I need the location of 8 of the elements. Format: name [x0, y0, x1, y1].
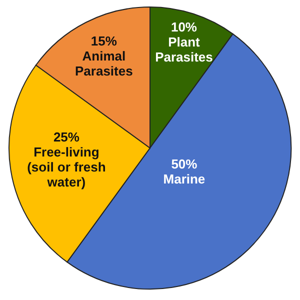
slice-label: Plant Parasites [155, 34, 213, 65]
data-label: 15% [90, 34, 118, 49]
data-label: 10% [170, 20, 198, 35]
data-label: 25% [53, 130, 80, 146]
slice-label: Free-living (soil or fresh water) [27, 145, 106, 190]
slice-label: Marine [163, 172, 206, 187]
data-label: 50% [171, 156, 198, 172]
slice-label: Animal Parasites [74, 48, 133, 79]
